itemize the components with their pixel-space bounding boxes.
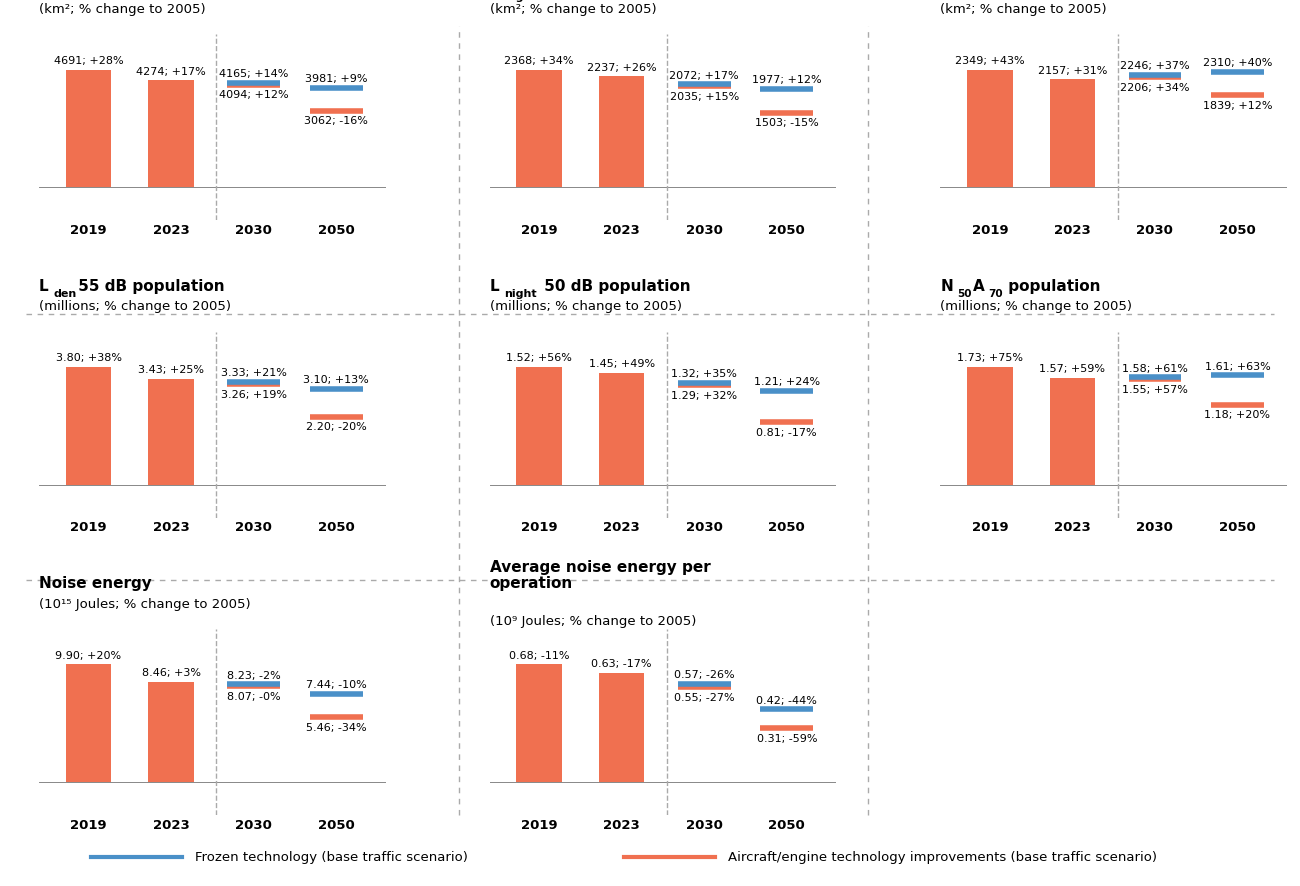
Text: A: A — [972, 278, 984, 293]
Text: 0.81; -17%: 0.81; -17% — [757, 427, 818, 438]
Text: (km²; % change to 2005): (km²; % change to 2005) — [490, 3, 656, 16]
Text: 8.07; -0%: 8.07; -0% — [226, 691, 281, 701]
Text: night: night — [504, 289, 537, 299]
Bar — [1049, 378, 1095, 486]
Text: 50 dB population: 50 dB population — [540, 278, 690, 293]
Text: 55 dB population: 55 dB population — [73, 278, 225, 293]
Bar — [599, 373, 645, 486]
Text: 0.68; -11%: 0.68; -11% — [508, 650, 569, 660]
Text: 1.58; +61%: 1.58; +61% — [1122, 363, 1188, 373]
Text: population: population — [1002, 278, 1100, 293]
Text: 0.42; -44%: 0.42; -44% — [757, 695, 818, 705]
Text: Average noise energy per: Average noise energy per — [490, 560, 710, 574]
Text: 2237; +26%: 2237; +26% — [586, 63, 656, 73]
Text: 4165; +14%: 4165; +14% — [218, 69, 289, 79]
Bar — [516, 71, 562, 188]
Text: 2.20; -20%: 2.20; -20% — [306, 422, 367, 431]
Text: 3.43; +25%: 3.43; +25% — [138, 364, 204, 375]
Text: L: L — [490, 278, 499, 293]
Text: (10⁹ Joules; % change to 2005): (10⁹ Joules; % change to 2005) — [490, 615, 696, 627]
Text: 7.44; -10%: 7.44; -10% — [306, 680, 367, 689]
Text: 2206; +34%: 2206; +34% — [1121, 82, 1190, 92]
Text: den: den — [53, 0, 77, 2]
Text: (millions; % change to 2005): (millions; % change to 2005) — [940, 300, 1132, 313]
Text: (km²; % change to 2005): (km²; % change to 2005) — [39, 3, 205, 16]
Text: 1.55; +57%: 1.55; +57% — [1122, 385, 1188, 394]
Text: 8.23; -2%: 8.23; -2% — [226, 670, 281, 680]
Text: 1.32; +35%: 1.32; +35% — [671, 369, 737, 378]
Text: 50: 50 — [957, 289, 971, 299]
Bar — [66, 71, 112, 188]
Text: 3.80; +38%: 3.80; +38% — [56, 353, 121, 363]
Text: 1.73; +75%: 1.73; +75% — [957, 353, 1023, 363]
Bar — [148, 379, 194, 486]
Text: 4691; +28%: 4691; +28% — [53, 56, 124, 66]
Text: (km²; % change to 2005): (km²; % change to 2005) — [940, 3, 1108, 16]
Text: 2072; +17%: 2072; +17% — [670, 71, 740, 81]
Text: 2035; +15%: 2035; +15% — [670, 92, 738, 102]
Bar — [516, 368, 562, 486]
Text: den: den — [53, 289, 77, 299]
Text: 0.63; -17%: 0.63; -17% — [592, 658, 653, 669]
Text: 3.33; +21%: 3.33; +21% — [221, 368, 286, 377]
Text: 1.45; +49%: 1.45; +49% — [589, 359, 655, 369]
Text: 1977; +12%: 1977; +12% — [751, 75, 822, 85]
Text: 9.90; +20%: 9.90; +20% — [56, 650, 122, 660]
Text: 1.29; +32%: 1.29; +32% — [671, 390, 737, 400]
Text: 4274; +17%: 4274; +17% — [136, 66, 205, 76]
Text: Frozen technology (base traffic scenario): Frozen technology (base traffic scenario… — [195, 851, 468, 863]
Text: Aircraft/engine technology improvements (base traffic scenario): Aircraft/engine technology improvements … — [728, 851, 1157, 863]
Bar — [516, 664, 562, 782]
Text: Noise energy: Noise energy — [39, 576, 152, 590]
Text: L: L — [39, 278, 48, 293]
Bar — [1049, 81, 1095, 188]
Text: 1.57; +59%: 1.57; +59% — [1040, 364, 1105, 374]
Bar — [66, 368, 112, 486]
Text: 70: 70 — [988, 289, 1004, 299]
Bar — [599, 77, 645, 188]
Text: 3.26; +19%: 3.26; +19% — [221, 389, 286, 399]
Text: 8.46; +3%: 8.46; +3% — [142, 667, 200, 677]
Text: 1.61; +63%: 1.61; +63% — [1205, 361, 1270, 371]
Bar — [967, 368, 1013, 486]
Text: 1839; +12%: 1839; +12% — [1202, 101, 1273, 111]
Text: 2368; +34%: 2368; +34% — [504, 56, 573, 66]
Text: 0.57; -26%: 0.57; -26% — [673, 669, 734, 679]
Text: 2349; +43%: 2349; +43% — [956, 56, 1024, 66]
Text: 3062; -16%: 3062; -16% — [304, 116, 368, 126]
Text: 0.31; -59%: 0.31; -59% — [757, 734, 818, 743]
Text: 0.55; -27%: 0.55; -27% — [673, 692, 734, 702]
Text: night: night — [504, 0, 537, 2]
Text: (10¹⁵ Joules; % change to 2005): (10¹⁵ Joules; % change to 2005) — [39, 597, 251, 610]
Text: 3.10; +13%: 3.10; +13% — [303, 375, 369, 385]
Text: 1.18; +20%: 1.18; +20% — [1205, 409, 1270, 420]
Text: 1.52; +56%: 1.52; +56% — [506, 353, 572, 363]
Text: (millions; % change to 2005): (millions; % change to 2005) — [490, 300, 681, 313]
Bar — [967, 71, 1013, 188]
Text: 2246; +37%: 2246; +37% — [1121, 61, 1190, 71]
Text: 3981; +9%: 3981; +9% — [306, 74, 368, 84]
Bar — [148, 82, 194, 188]
Text: 50: 50 — [957, 0, 971, 2]
Text: 2310; +40%: 2310; +40% — [1202, 58, 1273, 68]
Text: 4094; +12%: 4094; +12% — [218, 90, 289, 100]
Text: 1.21; +24%: 1.21; +24% — [754, 377, 820, 387]
Text: 5.46; -34%: 5.46; -34% — [306, 722, 367, 732]
Text: 1503; -15%: 1503; -15% — [755, 119, 819, 128]
Text: 70: 70 — [988, 0, 1004, 2]
Bar — [66, 664, 112, 782]
Text: 2157; +31%: 2157; +31% — [1037, 66, 1108, 75]
Text: N: N — [940, 278, 953, 293]
Bar — [148, 682, 194, 782]
Text: (millions; % change to 2005): (millions; % change to 2005) — [39, 300, 231, 313]
Text: operation: operation — [490, 576, 573, 590]
Bar — [599, 673, 645, 782]
